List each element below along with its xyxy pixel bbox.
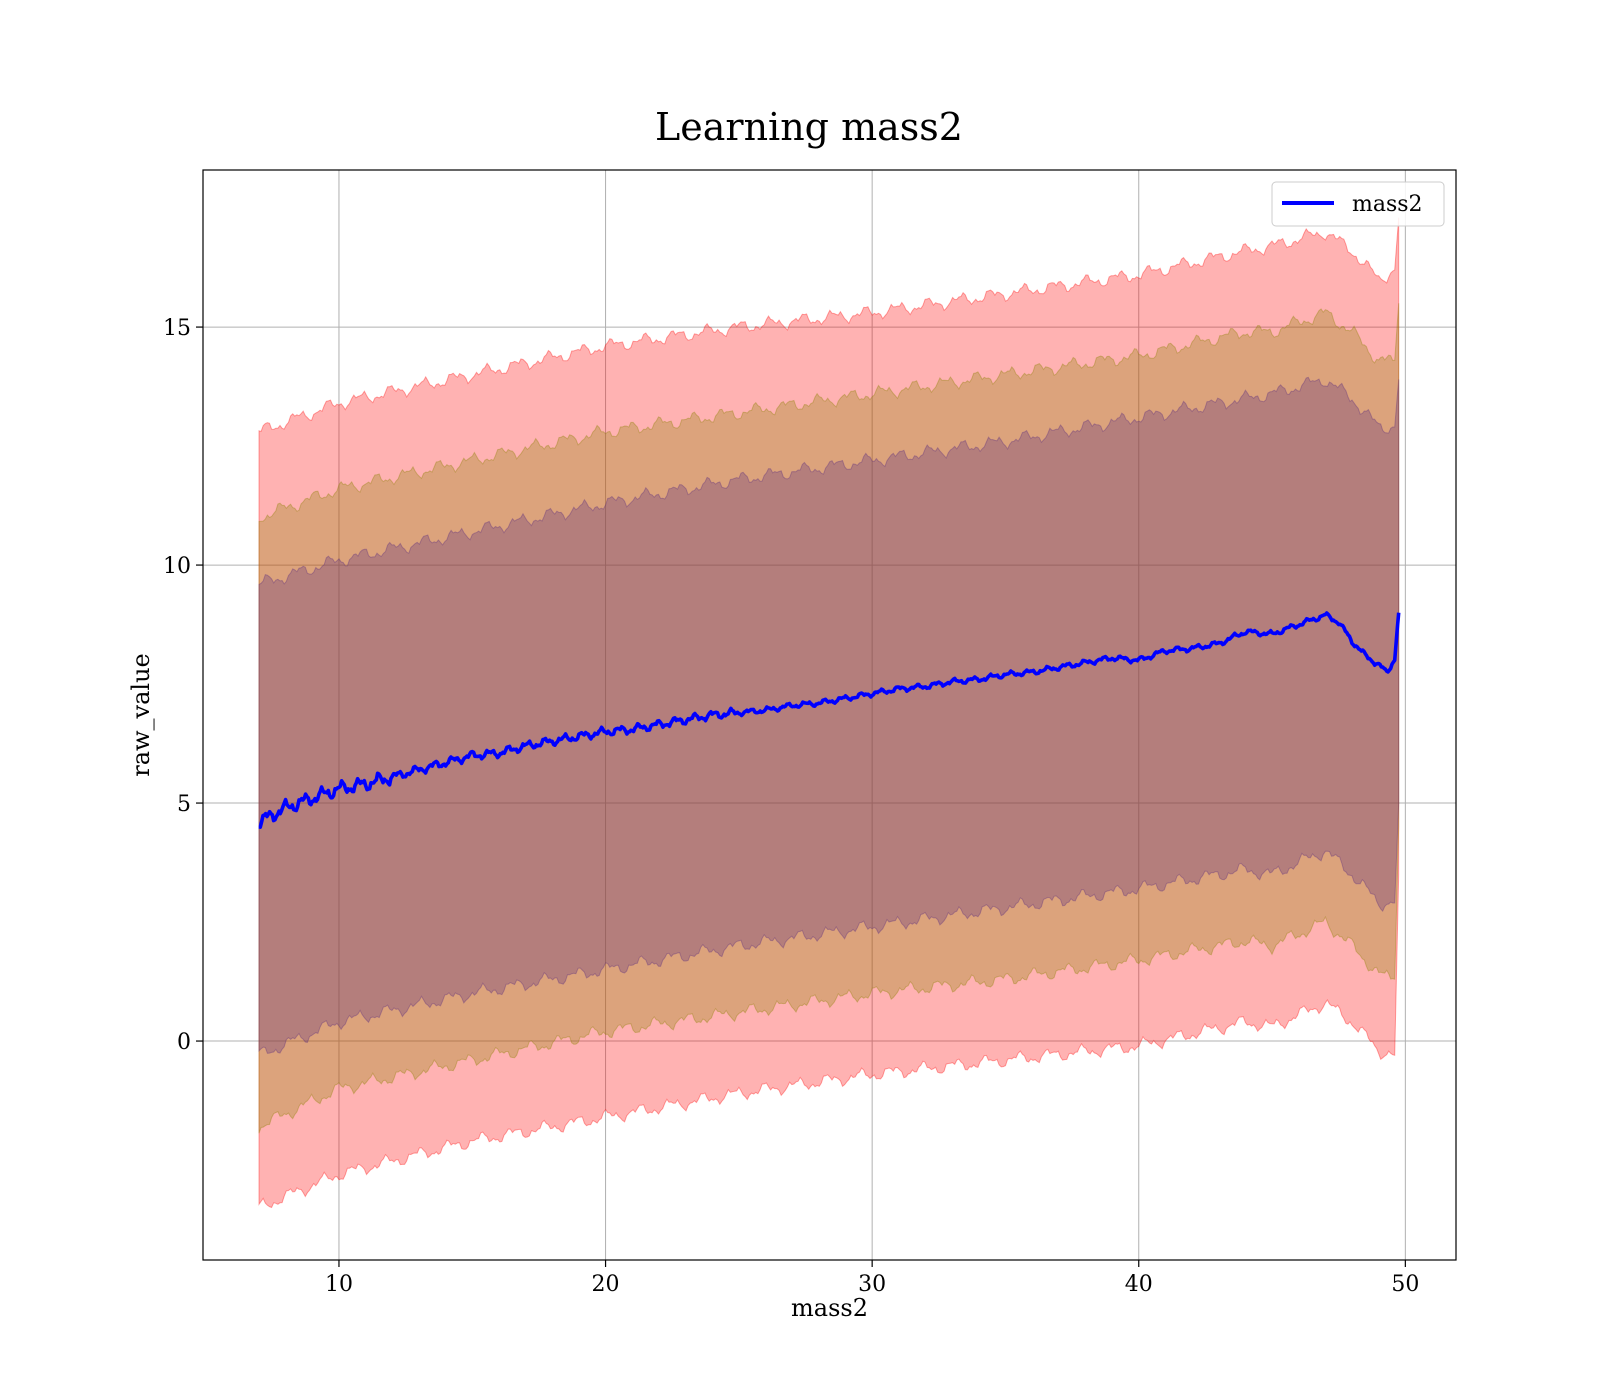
y-axis-ticks: 0 5 10 15 [163, 316, 203, 1055]
y-tick-label-0: 0 [177, 1030, 191, 1055]
x-tick-label-2: 30 [858, 1272, 886, 1297]
y-tick-label-3: 15 [163, 316, 191, 341]
y-tick-label-2: 10 [163, 554, 191, 579]
confidence-bands [258, 217, 1400, 1209]
x-tick-label-0: 10 [325, 1272, 353, 1297]
legend-box [1271, 181, 1445, 227]
legend: mass2 [1271, 181, 1445, 227]
series-lines [258, 611, 1401, 829]
plot-frame [202, 169, 1457, 1261]
legend-label-mass2: mass2 [1352, 192, 1423, 217]
x-tick-label-1: 20 [592, 1272, 620, 1297]
x-axis-label: mass2 [791, 1294, 868, 1322]
band-outer [258, 217, 1400, 1209]
x-axis-ticks: 10 20 30 40 50 [325, 1260, 1419, 1297]
chart-title: Learning mass2 [655, 105, 963, 149]
x-tick-label-3: 40 [1125, 1272, 1153, 1297]
band-inner [258, 376, 1400, 1054]
y-axis-label: raw_value [127, 653, 155, 777]
band-middle [258, 303, 1400, 1134]
series-line-mass2 [258, 611, 1401, 829]
grid-lines [203, 170, 1456, 1260]
y-tick-label-1: 5 [177, 792, 191, 817]
x-tick-label-4: 50 [1391, 1272, 1419, 1297]
